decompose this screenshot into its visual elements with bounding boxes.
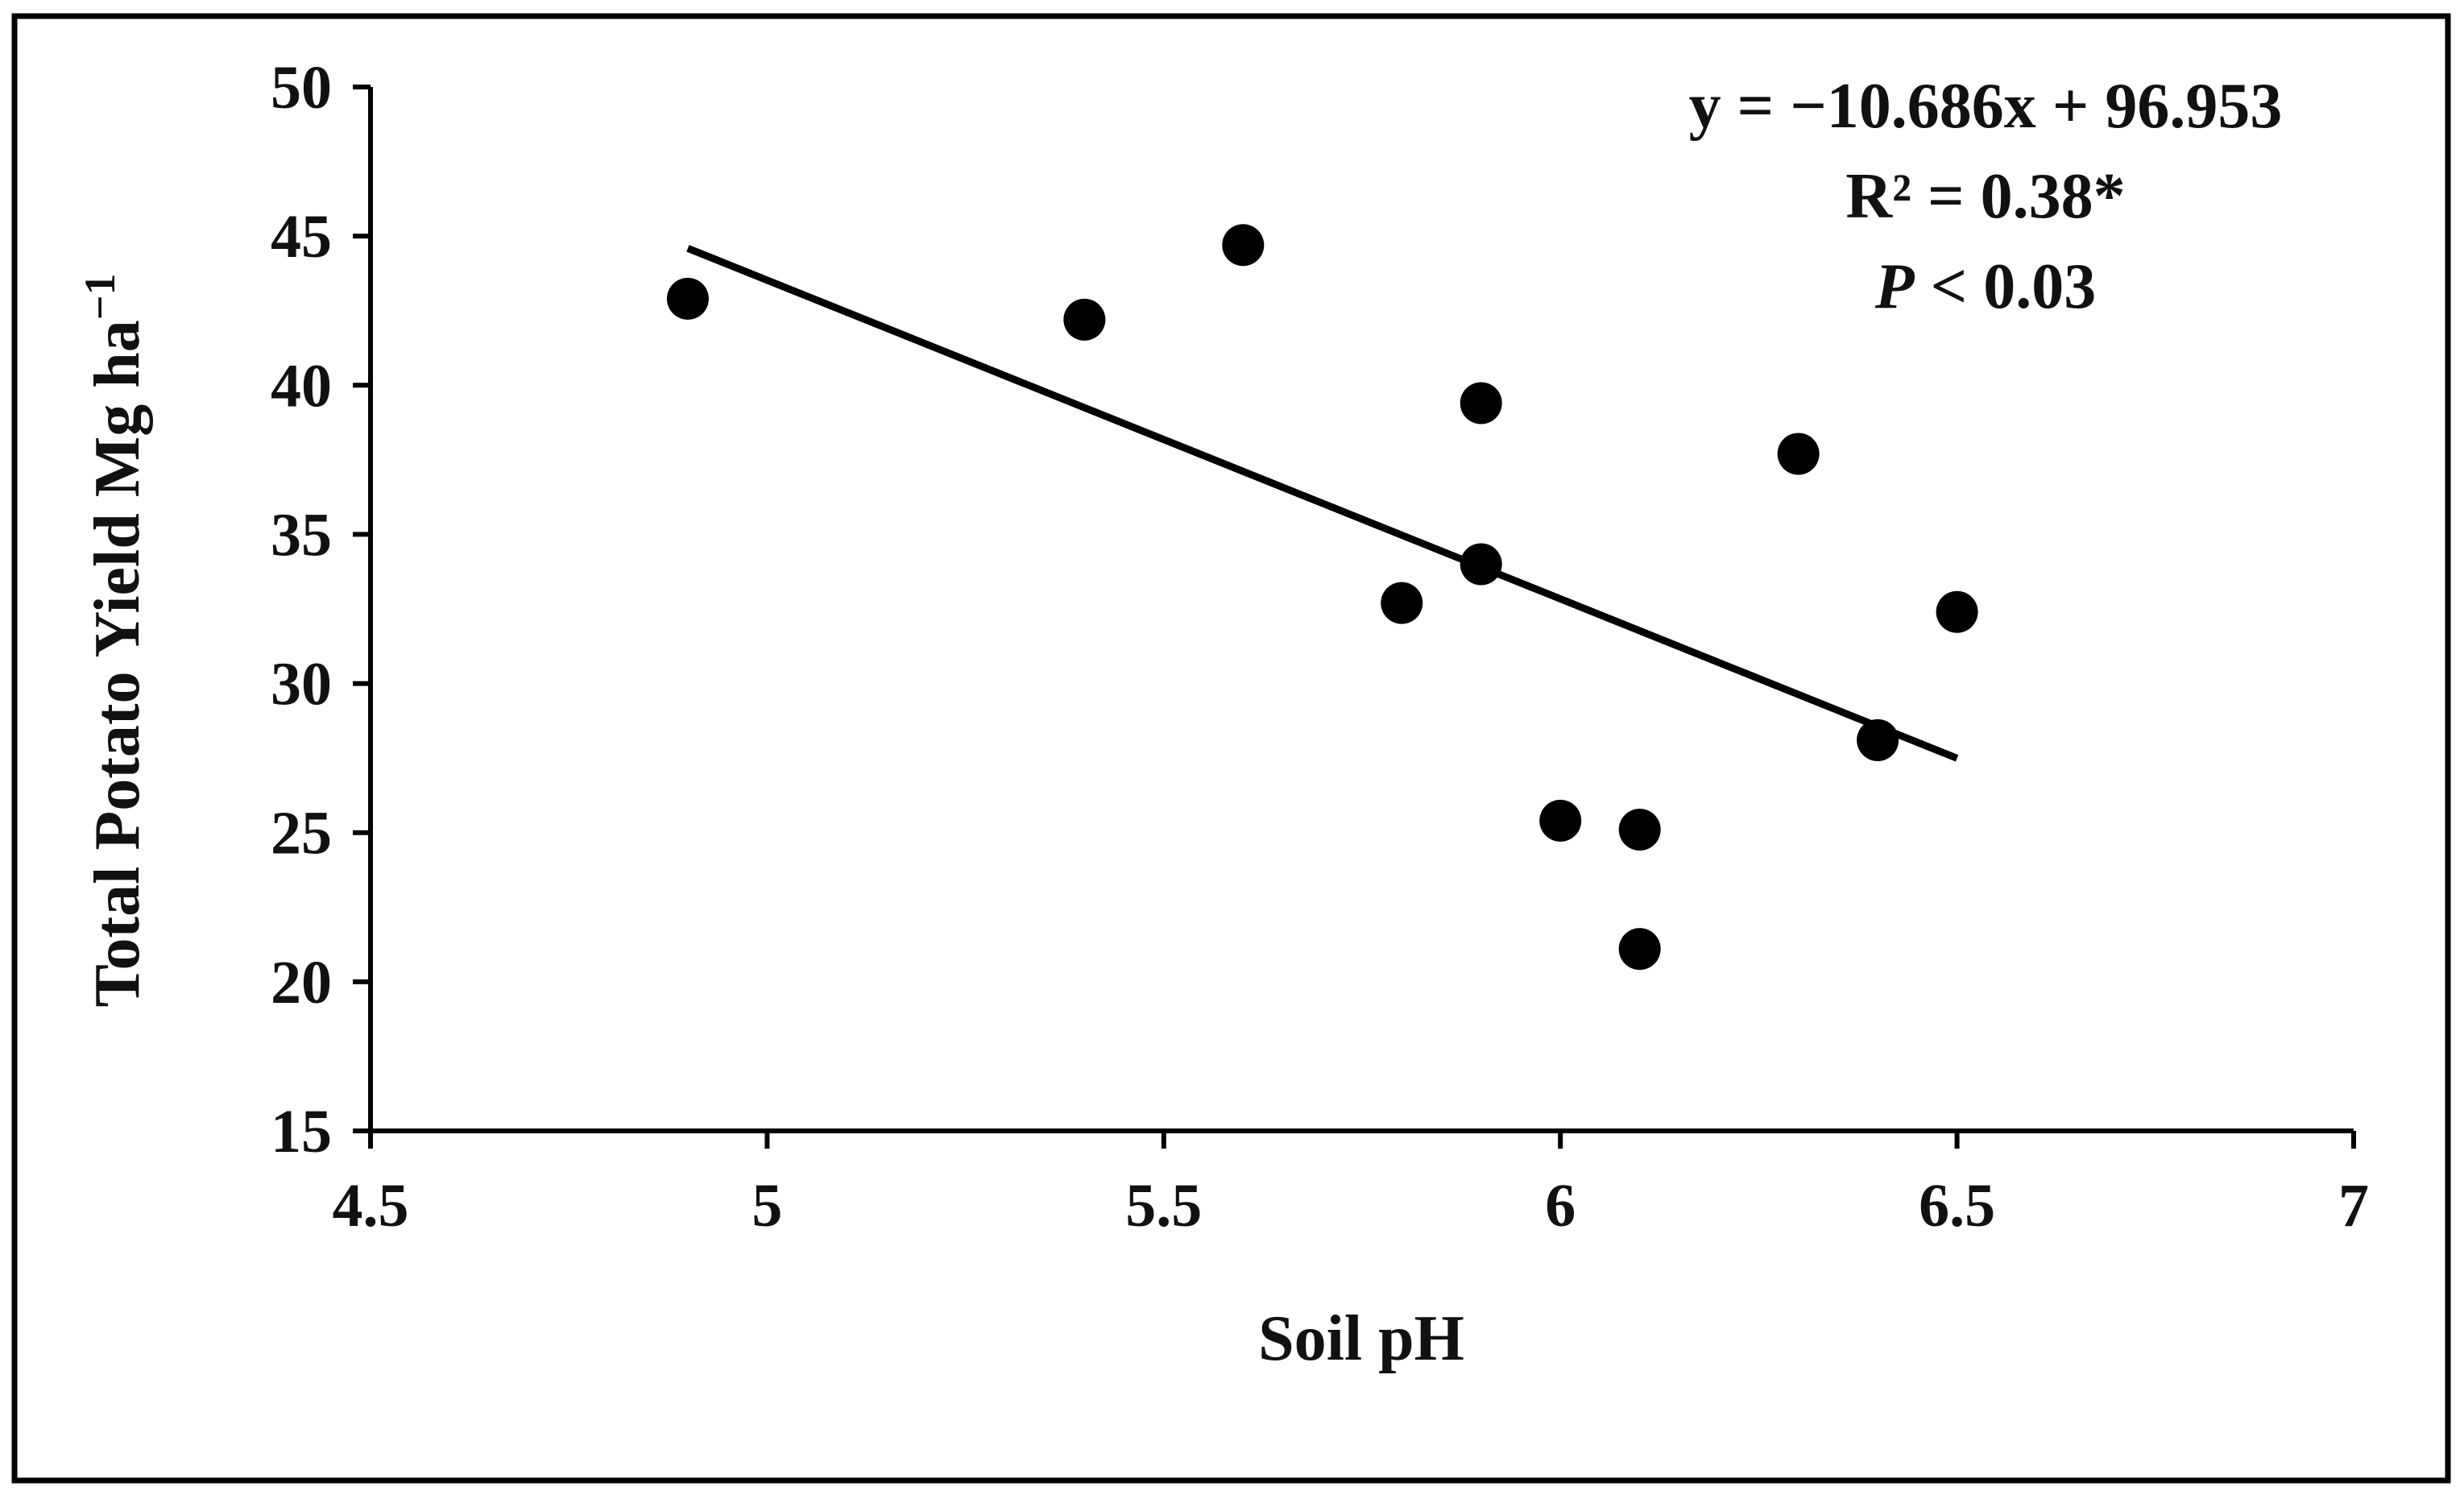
x-axis-title: Soil pH (1258, 1303, 1464, 1374)
y-axis-title-superscript: −1 (76, 273, 124, 320)
trendline (686, 245, 1959, 762)
data-point (1618, 928, 1661, 971)
p-value-symbol: P (1874, 251, 1915, 322)
data-point (1539, 799, 1582, 842)
data-points (666, 224, 1978, 971)
x-tick-label: 6.5 (1919, 1172, 1995, 1240)
data-point (1460, 543, 1502, 586)
y-tick-label: 35 (271, 501, 332, 569)
data-point (1936, 590, 1978, 633)
y-axis-title: Total Potato Yield Mg ha−1 (76, 273, 153, 1007)
y-tick-label: 25 (271, 800, 332, 868)
data-point (1777, 433, 1820, 475)
data-point (1381, 582, 1423, 624)
y-axis-ticks: 15 20 25 30 35 40 45 50 (271, 54, 371, 1166)
figure-border (11, 13, 2451, 1484)
x-tick-label: 6 (1545, 1172, 1576, 1240)
y-tick-label: 50 (271, 54, 332, 122)
p-value-text: < 0.03 (1915, 251, 2097, 322)
y-tick-label: 30 (271, 651, 332, 718)
y-tick-label: 15 (271, 1098, 332, 1166)
x-axis-ticks: 4.5 5 5.5 6 6.5 7 (333, 1131, 2369, 1240)
r-squared-label: R² = 0.38* (1845, 161, 2125, 232)
data-point (666, 277, 709, 320)
y-tick-label: 45 (271, 203, 332, 271)
data-point (1063, 298, 1106, 341)
data-point (1460, 382, 1502, 424)
y-tick-label: 20 (271, 949, 332, 1017)
trendline-group (686, 245, 1959, 762)
y-axis-title-main: Total Potato Yield Mg ha (82, 320, 153, 1007)
data-point (1618, 809, 1661, 851)
regression-equation: y = −10.686x + 96.953 (1689, 71, 2283, 142)
data-point (1222, 224, 1265, 267)
p-value-label: P < 0.03 (1874, 251, 2096, 322)
x-tick-label: 5.5 (1125, 1172, 1202, 1240)
x-tick-label: 7 (2338, 1172, 2369, 1240)
x-tick-label: 4.5 (333, 1172, 409, 1240)
x-tick-label: 5 (752, 1172, 782, 1240)
data-point (1857, 718, 1899, 761)
y-tick-label: 40 (271, 352, 332, 420)
